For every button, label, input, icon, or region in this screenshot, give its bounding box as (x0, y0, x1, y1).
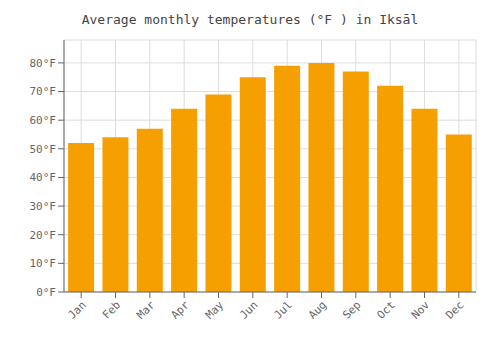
svg-text:70°F: 70°F (30, 85, 57, 98)
svg-text:Jul: Jul (272, 298, 295, 321)
svg-text:80°F: 80°F (30, 57, 57, 70)
svg-text:0°F: 0°F (36, 286, 56, 299)
svg-text:20°F: 20°F (30, 229, 57, 242)
html-text:Average monthly temperatures (: Average monthly temperatures (°F ) in Ik… (81, 12, 419, 27)
svg-text:May: May (203, 298, 227, 322)
svg-text:Apr: Apr (169, 298, 193, 322)
svg-text:Aug: Aug (306, 298, 329, 321)
svg-text:Oct: Oct (375, 298, 398, 321)
svg-text:Dec: Dec (443, 298, 466, 321)
svg-text:Sep: Sep (340, 298, 363, 321)
svg-text:30°F: 30°F (30, 200, 57, 213)
svg-text:Nov: Nov (409, 298, 433, 322)
svg-text:40°F: 40°F (30, 171, 57, 184)
svg-text:60°F: 60°F (30, 114, 57, 127)
svg-text:Mar: Mar (134, 298, 158, 322)
svg-text:10°F: 10°F (30, 257, 57, 270)
svg-text:50°F: 50°F (30, 143, 57, 156)
svg-text:Jan: Jan (66, 298, 89, 321)
svg-text:Feb: Feb (100, 298, 123, 321)
svg-text:Jun: Jun (237, 298, 260, 321)
